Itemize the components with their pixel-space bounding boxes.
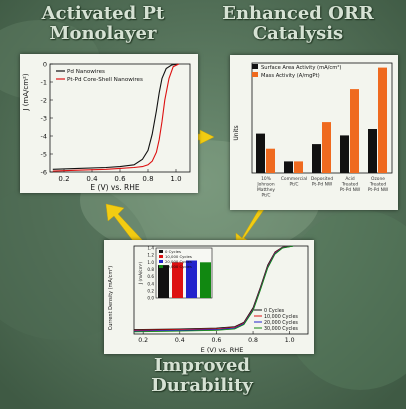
c3-inset-ytick-label: 1.0 <box>147 260 154 265</box>
c3-inset-legend-swatch <box>159 260 163 263</box>
c1-xtick-label: 0.8 <box>142 175 153 183</box>
c3-series-line <box>133 245 294 331</box>
c2-bar <box>256 133 265 173</box>
c2-category-label: Pt/C <box>290 182 299 188</box>
legend-mass-activity: Mass Activity (A/mgPt) <box>261 73 320 79</box>
c3-inset-ytick-label: 1.2 <box>147 253 154 258</box>
c3-inset-legend-swatch <box>159 265 163 268</box>
durability-chart: 0.2 0.4 0.6 0.8 1.0 E (V) vs. RHE Current De… <box>108 245 309 354</box>
c3-legend-label: 10,000 Cycles <box>264 314 298 320</box>
c3-legend-label: 0 Cycles <box>264 308 285 314</box>
c2-category-label: Johnson <box>256 182 275 188</box>
c2-bar <box>340 135 349 173</box>
c1-xlabel: E (V) vs. RHE <box>90 183 139 192</box>
c3-inset-legend-label: 0 Cycles <box>165 249 181 254</box>
c2-category-label: Pt-Pd NW <box>312 182 333 188</box>
c3-inset-ytick-label: 0.4 <box>147 281 154 286</box>
c3-xtick-label: 1.0 <box>285 337 295 344</box>
durability-panel: 0.2 0.4 0.6 0.8 1.0 E (V) vs. RHE Current De… <box>104 240 314 354</box>
c2-category-label: Treated <box>369 182 387 188</box>
c3-xlabel: E (V) vs. RHE <box>201 346 244 354</box>
c2-bar <box>294 161 303 173</box>
c1-ylabel: J (mA/cm²) <box>22 73 30 111</box>
activity-bar-panel: 10% Johnson Matthey Pt/C Commercial Pt/C Depos… <box>230 55 398 210</box>
c1-ytick-label: 0 <box>43 61 47 69</box>
legend-swatch-surface <box>252 64 258 69</box>
c2-category-label: Pt/C <box>262 193 271 199</box>
c3-inset-ytick-label: 1.4 <box>147 246 154 251</box>
c3-inset-ytick-label: 0.2 <box>147 288 154 293</box>
orr-polarization-chart: 0.2 0.4 0.6 0.8 1.0 0 -1 -2 -3 -4 -5 -6 E (V) vs. R… <box>22 61 191 192</box>
c1-ytick-label: -5 <box>41 151 47 159</box>
c2-ylabel: Units <box>233 125 240 140</box>
c1-ytick-label: -4 <box>41 133 47 141</box>
arrow-up-left-icon <box>105 203 147 251</box>
c3-inset-legend-label: 30,000 Cycles <box>165 264 192 269</box>
c3-legend-label: 20,000 Cycles <box>264 320 298 326</box>
c1-ytick-label: -2 <box>41 97 47 105</box>
c1-ytick-label: -1 <box>41 79 47 87</box>
c2-bar <box>368 129 377 173</box>
c2-bar <box>284 161 293 173</box>
c3-ylabel: Current Density (mA/cm²) <box>108 266 114 331</box>
c1-xtick-label: 0.2 <box>58 175 69 183</box>
c3-series-line <box>133 245 294 333</box>
c2-category-label: Deposited <box>311 176 333 182</box>
legend-pd-nanowires: Pd Nanowires <box>67 69 105 75</box>
activity-bar-chart: 10%JohnsonMattheyPt/CCommercialPt/CDepos… <box>233 62 393 199</box>
c2-bar <box>350 89 359 173</box>
heading-activated-pt-monolayer: Activated Pt Monolayer <box>41 3 165 44</box>
c2-bar <box>312 144 321 173</box>
c2-category-label: Matthey <box>257 187 275 193</box>
c2-bar <box>322 122 331 173</box>
c1-series-line <box>52 63 180 172</box>
c3-xtick-label: 0.8 <box>248 337 258 344</box>
heading-enhanced-orr-catalysis: Enhanced ORR Catalysis <box>222 3 374 44</box>
legend-swatch-mass <box>252 72 258 77</box>
c3-inset-ytick-label: 0.0 <box>147 296 154 301</box>
c3-inset-bar <box>158 265 169 298</box>
c1-xtick-label: 0.6 <box>114 175 126 183</box>
c3-inset-legend-swatch <box>159 250 163 253</box>
c1-xtick-label: 0.4 <box>86 175 98 183</box>
c2-bar <box>266 148 275 173</box>
c2-category-label: Pt-Pd NW <box>368 187 389 193</box>
c3-plot-frame <box>133 245 309 335</box>
c1-xtick-label: 1.0 <box>170 175 181 183</box>
c3-xtick-label: 0.2 <box>138 337 148 344</box>
c2-bar <box>378 67 387 173</box>
c3-inset-bar <box>200 262 211 298</box>
c2-category-label: Commercial <box>281 176 307 182</box>
c3-inset-ytick-label: 0.8 <box>147 267 154 272</box>
c3-inset-ytick-label: 0.6 <box>147 274 154 279</box>
c1-ytick-label: -6 <box>41 169 47 177</box>
c3-xtick-label: 0.4 <box>175 337 185 344</box>
legend-pt-pd-core-shell: Pt-Pd Core-Shell Nanowires <box>67 77 143 83</box>
c2-category-label: Ozone <box>371 176 385 182</box>
c3-inset-bar <box>172 262 183 298</box>
c2-category-label: Treated <box>341 182 359 188</box>
c2-category-label: Pt-Pd NW <box>340 187 361 193</box>
c3-inset-legend-label: 20,000 Cycles <box>165 259 192 264</box>
c1-series-line <box>52 63 179 170</box>
c2-category-label: Acid <box>345 176 355 182</box>
c3-xtick-label: 0.6 <box>211 337 221 344</box>
c3-inset-bar <box>186 260 197 298</box>
c1-ytick-label: -3 <box>41 115 47 123</box>
legend-surface-area-activity: Surface Area Activity (mA/cm²) <box>261 65 341 71</box>
heading-improved-durability: Improved Durability <box>151 355 253 396</box>
c3-legend-label: 30,000 Cycles <box>264 326 298 332</box>
c3-inset-legend-label: 10,000 Cycles <box>165 254 192 259</box>
c2-category-label: 10% <box>261 176 271 182</box>
c3-inset-legend-swatch <box>159 255 163 258</box>
orr-polarization-panel: 0.2 0.4 0.6 0.8 1.0 0 -1 -2 -3 -4 -5 -6 E (V) vs. R… <box>20 54 198 193</box>
c3-inset-ylabel: J (mA/cm²) <box>138 262 143 286</box>
